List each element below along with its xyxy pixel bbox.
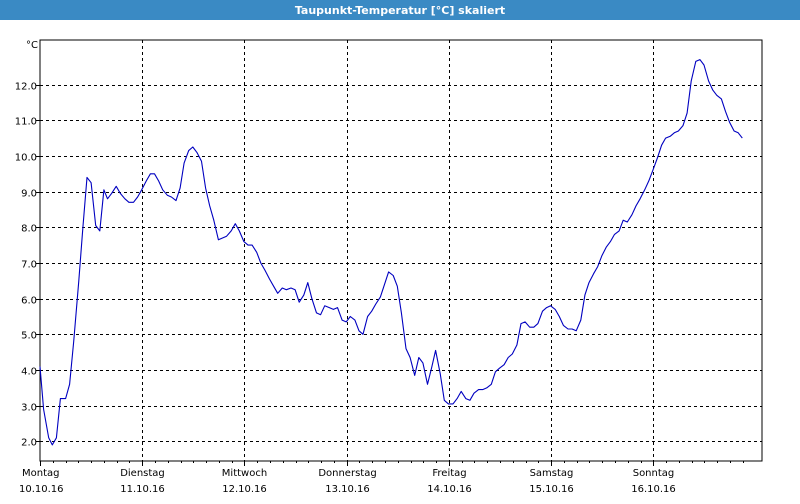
x-date-label: 15.10.16 bbox=[529, 484, 574, 495]
y-tick-label: 4.0 bbox=[21, 367, 37, 378]
x-date-label: 12.10.16 bbox=[222, 484, 267, 495]
chart-title: Taupunkt-Temperatur [°C] skaliert bbox=[0, 0, 800, 20]
dewpoint-chart: 2.0 3.0 4.0 5.0 6.0 7.0 8.0 9.0 10.0 11.0 12.0 °C Mo… bbox=[15, 39, 763, 495]
series-line-dewpoint bbox=[39, 59, 743, 446]
y-tick-label: 9.0 bbox=[21, 189, 37, 200]
y-tick-label: 7.0 bbox=[21, 260, 37, 271]
y-tick-label: 5.0 bbox=[21, 331, 37, 342]
x-date-label: 13.10.16 bbox=[325, 484, 370, 495]
x-day-label: Donnerstag bbox=[318, 468, 376, 479]
x-date-label: 16.10.16 bbox=[631, 484, 676, 495]
y-tick-label: 6.0 bbox=[21, 296, 37, 307]
x-date-label: 14.10.16 bbox=[427, 484, 472, 495]
y-tick-label: 3.0 bbox=[21, 403, 37, 414]
chart-area: 2.0 3.0 4.0 5.0 6.0 7.0 8.0 9.0 10.0 11.0 12.0 °C Mo… bbox=[0, 20, 800, 500]
y-tick-label: 8.0 bbox=[21, 224, 37, 235]
plot-frame bbox=[39, 39, 763, 462]
y-tick-label: 10.0 bbox=[15, 153, 37, 164]
x-day-label: Montag bbox=[22, 468, 59, 479]
x-date-label: 11.10.16 bbox=[120, 484, 165, 495]
y-axis-unit-label: °C bbox=[26, 40, 38, 51]
x-day-label: Dienstag bbox=[120, 468, 165, 479]
y-tick-label: 12.0 bbox=[15, 82, 37, 93]
x-day-label: Samstag bbox=[530, 468, 574, 479]
x-day-label: Sonntag bbox=[633, 468, 675, 479]
y-tick-label: 11.0 bbox=[15, 117, 37, 128]
y-tick-label: 2.0 bbox=[21, 438, 37, 449]
x-day-label: Freitag bbox=[432, 468, 466, 479]
x-day-label: Mittwoch bbox=[222, 468, 267, 479]
x-date-label: 10.10.16 bbox=[19, 484, 64, 495]
